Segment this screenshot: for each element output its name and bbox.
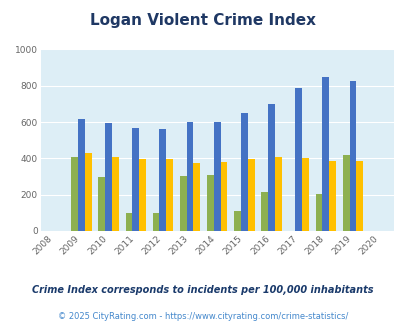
Bar — [328, 161, 335, 231]
Bar — [213, 122, 220, 231]
Bar — [159, 129, 166, 231]
Bar — [234, 211, 241, 231]
Bar — [207, 175, 213, 231]
Bar — [301, 158, 308, 231]
Bar — [356, 161, 362, 231]
Bar — [261, 192, 267, 231]
Bar — [267, 104, 274, 231]
Bar — [294, 87, 301, 231]
Text: © 2025 CityRating.com - https://www.cityrating.com/crime-statistics/: © 2025 CityRating.com - https://www.city… — [58, 312, 347, 321]
Text: Crime Index corresponds to incidents per 100,000 inhabitants: Crime Index corresponds to incidents per… — [32, 285, 373, 295]
Bar — [179, 176, 186, 231]
Bar — [322, 77, 328, 231]
Bar — [220, 162, 227, 231]
Bar — [112, 156, 118, 231]
Bar — [152, 213, 159, 231]
Bar — [247, 159, 254, 231]
Bar — [98, 177, 105, 231]
Bar — [139, 159, 145, 231]
Bar — [85, 153, 91, 231]
Bar — [193, 163, 200, 231]
Bar — [349, 81, 356, 231]
Bar — [105, 123, 112, 231]
Bar — [186, 122, 193, 231]
Bar — [125, 213, 132, 231]
Bar — [78, 119, 85, 231]
Bar — [315, 194, 322, 231]
Bar — [71, 156, 78, 231]
Text: Logan Violent Crime Index: Logan Violent Crime Index — [90, 13, 315, 28]
Bar — [274, 157, 281, 231]
Bar — [132, 127, 139, 231]
Bar — [166, 159, 173, 231]
Bar — [342, 155, 349, 231]
Bar — [241, 113, 247, 231]
